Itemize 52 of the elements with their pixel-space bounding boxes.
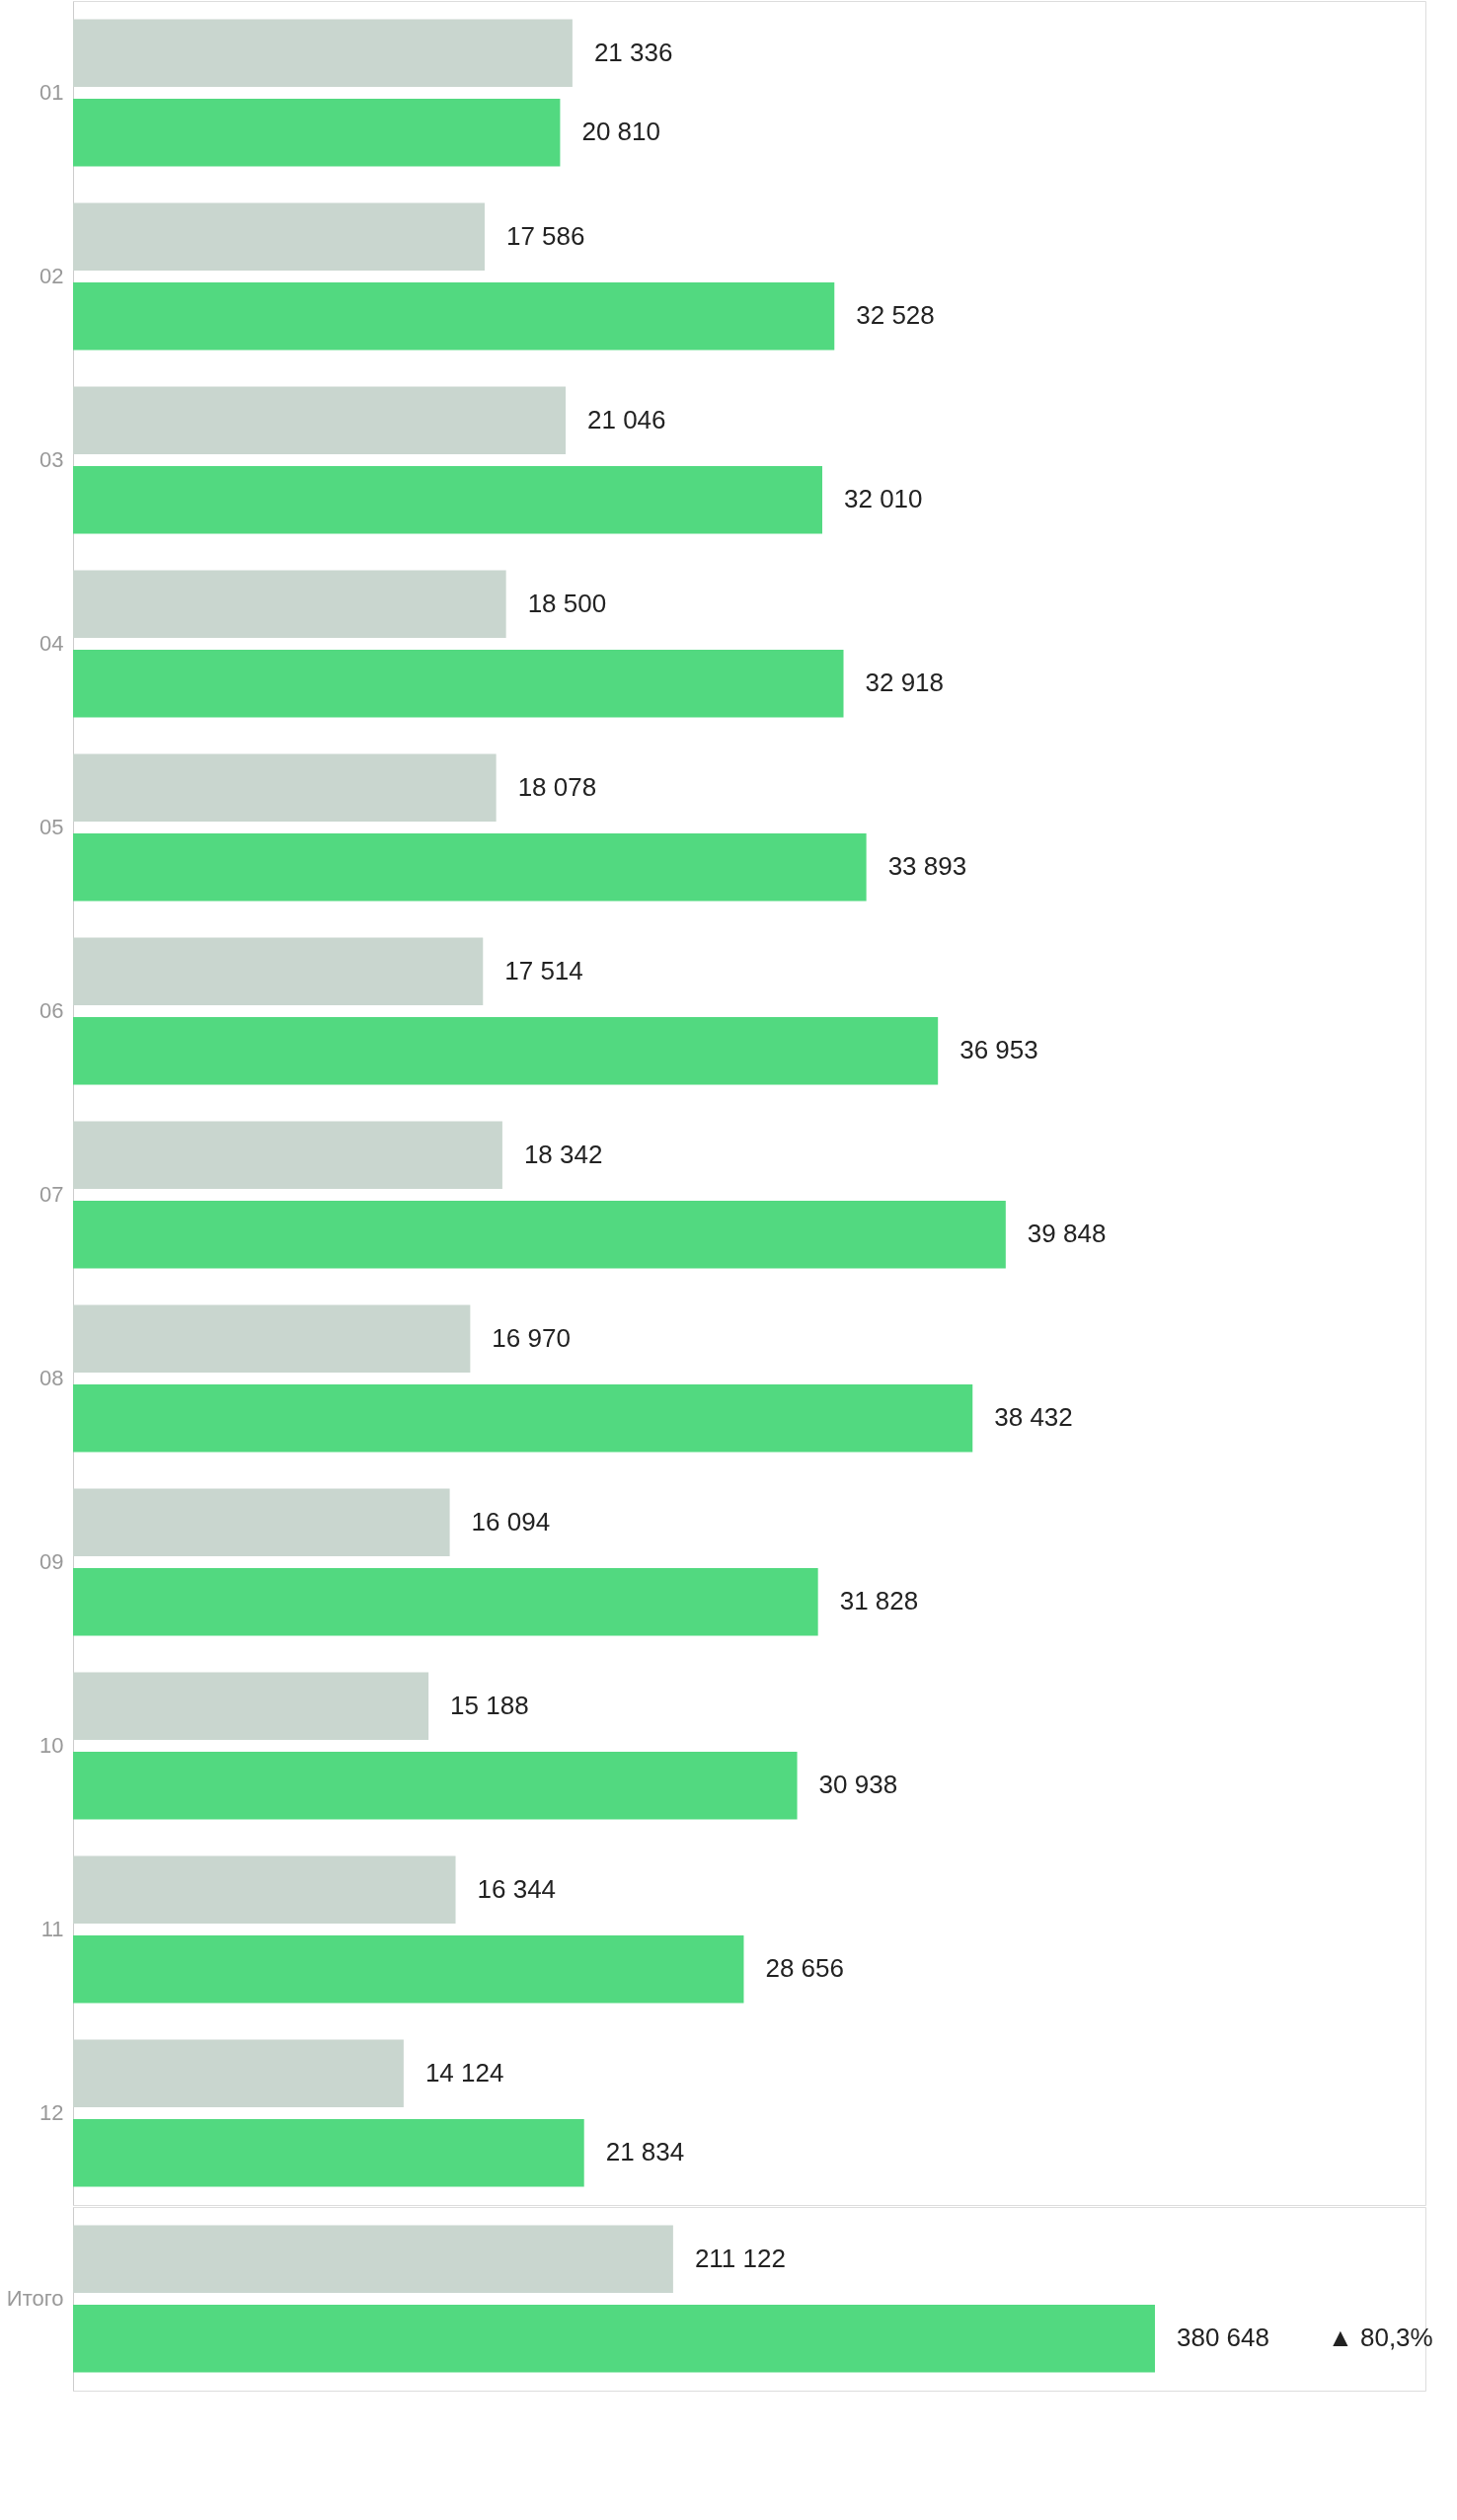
- y-tick-label: 11: [40, 1917, 64, 1941]
- bar: [73, 650, 844, 718]
- y-tick-label: 08: [39, 1366, 64, 1390]
- bar: [73, 1017, 939, 1085]
- y-tick-label: 05: [39, 815, 64, 839]
- y-tick-label: 03: [39, 447, 64, 472]
- y-tick-label: 06: [39, 998, 64, 1023]
- data-label: 32 918: [865, 668, 945, 698]
- data-label: 38 432: [994, 1402, 1073, 1433]
- data-label: 36 953: [959, 1035, 1038, 1065]
- data-label: 20 810: [581, 117, 660, 147]
- data-label: 31 828: [839, 1586, 919, 1616]
- bar: [73, 1201, 1006, 1269]
- y-tick-label: 09: [39, 1549, 64, 1574]
- data-label: 16 094: [471, 1506, 551, 1536]
- data-label: 211 122: [694, 2243, 786, 2273]
- data-label: 380 648: [1177, 2323, 1269, 2353]
- bar: [73, 466, 822, 534]
- bar: [73, 833, 867, 902]
- data-label: 21 336: [593, 37, 673, 67]
- data-label: 18 078: [517, 771, 597, 802]
- y-tick-label: 02: [39, 264, 64, 288]
- data-label: 21 046: [587, 404, 666, 434]
- bar: [73, 2119, 584, 2187]
- data-label: 17 586: [505, 220, 585, 251]
- y-tick-label: 01: [39, 80, 64, 105]
- bar: [73, 1752, 798, 1820]
- bar: [73, 1568, 818, 1636]
- data-label: 32 528: [856, 300, 935, 331]
- y-tick-label: 04: [39, 631, 64, 656]
- data-label: 21 834: [605, 2137, 685, 2167]
- bar: [73, 1384, 973, 1453]
- data-label: 28 656: [765, 1953, 844, 1984]
- data-label: 32 010: [843, 484, 923, 514]
- y-tick-label: 07: [39, 1182, 64, 1207]
- bar: [73, 1935, 744, 2004]
- data-label: 17 514: [504, 955, 583, 985]
- bar: [73, 99, 561, 167]
- text: ▲ 80,3%: [1328, 2323, 1433, 2353]
- data-label: 14 124: [424, 2057, 504, 2087]
- data-label: 30 938: [818, 1770, 898, 1800]
- y-tick-label: 10: [39, 1733, 64, 1758]
- data-label: 39 848: [1027, 1219, 1107, 1249]
- y-tick-label: Итого: [6, 2286, 64, 2311]
- data-label: 16 970: [492, 1322, 571, 1353]
- data-label: 15 188: [450, 1690, 529, 1720]
- data-label: 16 344: [477, 1873, 557, 1904]
- y-tick-label: 12: [39, 2100, 64, 2125]
- data-label: 33 893: [887, 851, 967, 882]
- data-label: 18 500: [527, 588, 607, 618]
- bar: [73, 282, 835, 351]
- data-label: 18 342: [523, 1139, 603, 1169]
